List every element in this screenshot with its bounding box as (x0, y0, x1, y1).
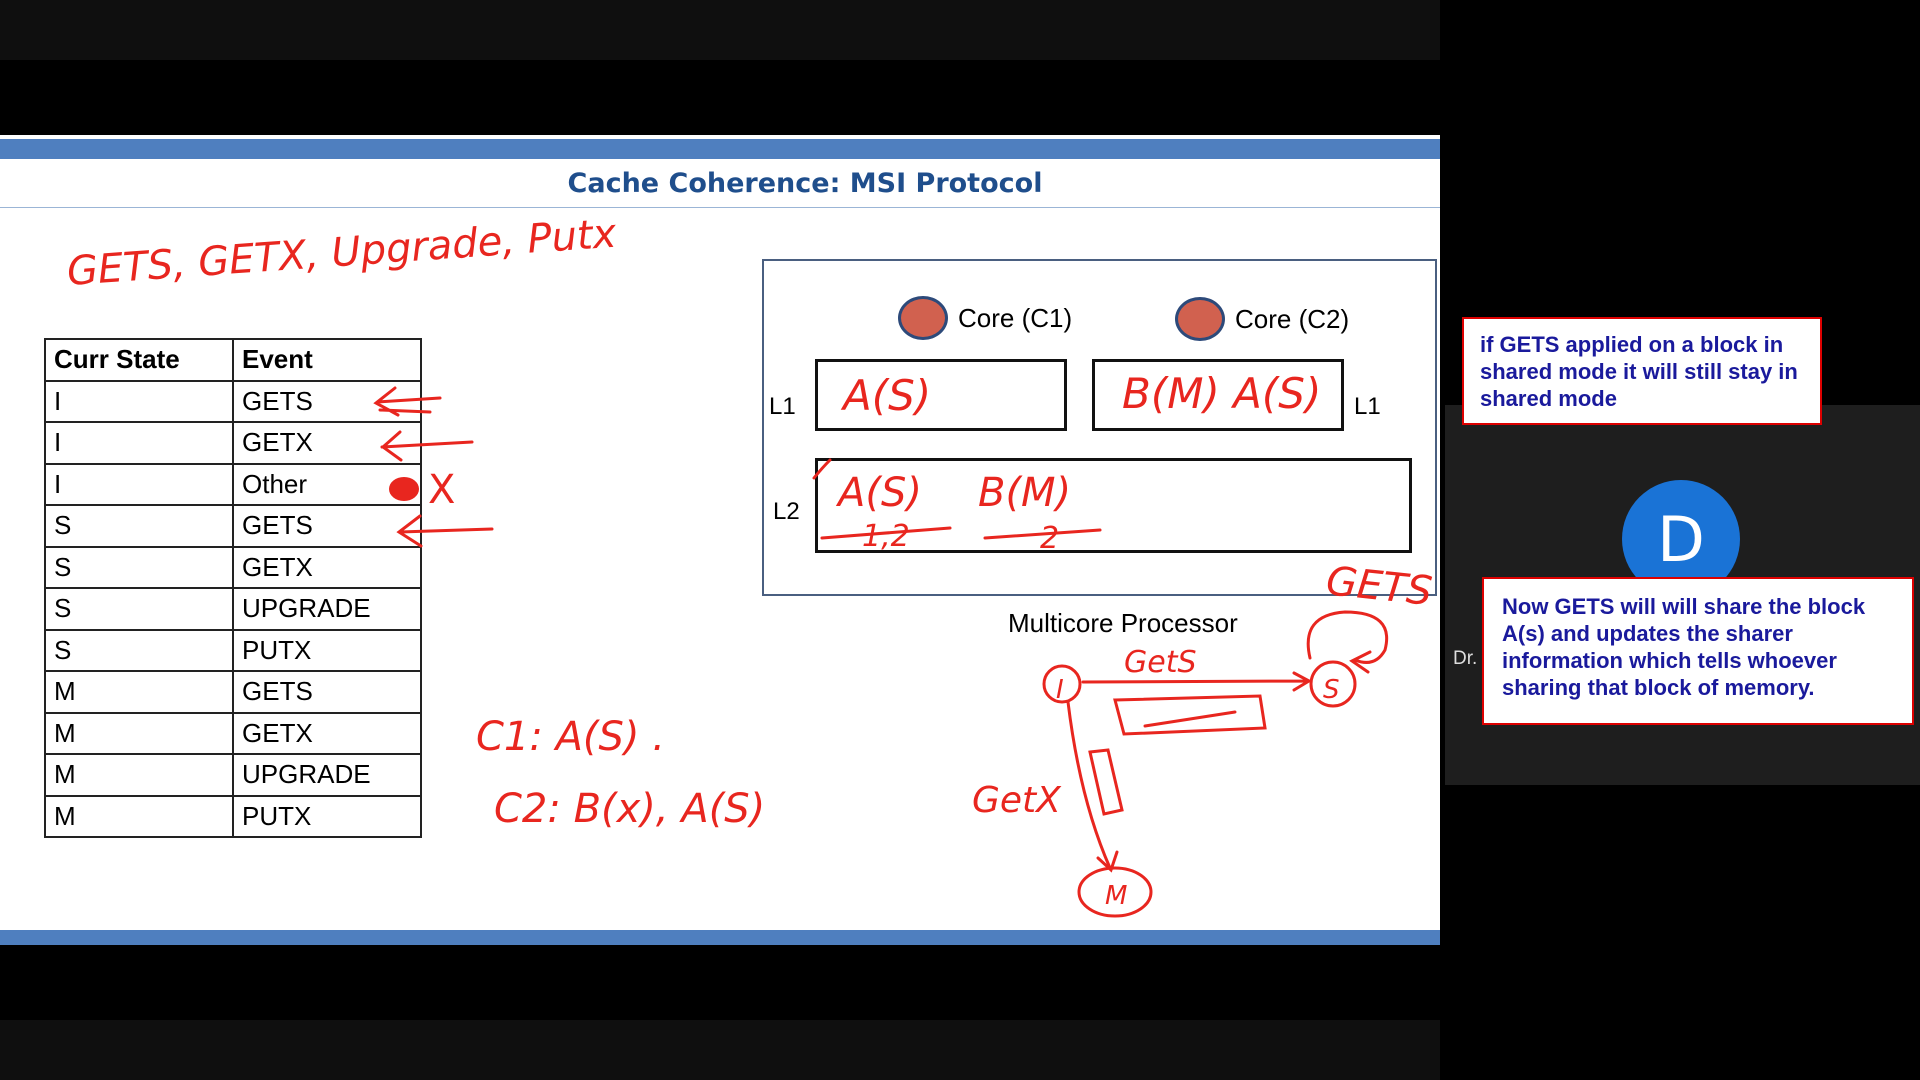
state-event-table: Curr State Event I GETS I GETX I Other S GET… (44, 338, 422, 838)
callout-shared-mode: if GETS applied on a block in shared mod… (1462, 317, 1822, 425)
table-row: I GETX (44, 421, 422, 465)
ink-c2-note: C2: B(x), A(S) (494, 786, 765, 832)
state-s-circle (1309, 660, 1357, 708)
ink-events-note: GETS, GETX, Upgrade, Putx (65, 211, 618, 295)
state-cell: I (44, 421, 234, 465)
l1-cache-c2 (1092, 359, 1344, 431)
callout-gets-sharer: Now GETS will will share the block A(s) … (1482, 577, 1914, 725)
state-cell: S (44, 545, 234, 589)
table-row: I GETS (44, 379, 422, 423)
multicore-processor-box (762, 259, 1437, 596)
ink-filled-dot (389, 477, 419, 501)
ink-underline-a (820, 526, 952, 540)
event-cell: UPGRADE (232, 753, 422, 797)
table-row: M GETS (44, 670, 422, 714)
state-cell: I (44, 462, 234, 506)
ink-l2-tick (812, 458, 832, 480)
event-cell: UPGRADE (232, 587, 422, 631)
event-cell: GETX (232, 711, 422, 755)
state-cell: I (44, 379, 234, 423)
title-divider (0, 207, 1440, 208)
event-cell: GETS (232, 670, 422, 714)
ink-getx-edge-label: GetX (972, 780, 1062, 821)
event-cell: PUTX (232, 794, 422, 838)
l2-cache (815, 458, 1412, 553)
state-cell: S (44, 587, 234, 631)
l2-label: L2 (773, 498, 800, 525)
ink-l1-c2-entries: B(M) A(S) (1122, 369, 1321, 418)
processor-caption: Multicore Processor (1008, 608, 1238, 638)
ink-l1-c1-entry: A(S) (840, 371, 931, 420)
l1-left-label: L1 (769, 393, 796, 420)
state-cell: M (44, 711, 234, 755)
column-header: Event (232, 338, 422, 382)
core-c2-label: Core (C2) (1235, 303, 1350, 334)
ink-gets-edge-arrow (1081, 671, 1313, 692)
ink-underline-b (983, 528, 1102, 540)
state-m-ellipse (1077, 866, 1153, 918)
ink-l2-b-sharers: 2 (1040, 521, 1059, 556)
core-c2-dot (1175, 297, 1225, 341)
table-row: M GETX (44, 711, 422, 755)
table-row: S PUTX (44, 628, 422, 672)
core-c1-dot (898, 296, 948, 340)
video-top-bar (0, 0, 1440, 60)
table-row: M PUTX (44, 794, 422, 838)
ink-gets-big: GETS (1324, 558, 1434, 615)
state-cell: M (44, 753, 234, 797)
ink-arrow-row1 (373, 386, 442, 417)
event-cell: GETX (232, 545, 422, 589)
table-row: S GETS (44, 504, 422, 548)
l1-cache-c1 (815, 359, 1067, 431)
table-row: M UPGRADE (44, 753, 422, 797)
column-header: Curr State (44, 338, 234, 382)
ink-gets-edge-label: GetS (1124, 645, 1197, 680)
event-cell: PUTX (232, 628, 422, 672)
ink-gets-self-loop (1306, 610, 1388, 674)
ink-l2-b-entry: B(M) (978, 470, 1071, 516)
l1-right-label: L1 (1354, 393, 1381, 420)
ink-edge-bar (1088, 748, 1124, 816)
ink-arrow-row2 (380, 430, 474, 462)
ink-l2-a-entry: A(S) (835, 470, 922, 516)
participant-name-label: Dr. (1453, 648, 1478, 669)
slide-footer-bar (0, 930, 1440, 945)
state-cell: S (44, 628, 234, 672)
ink-edge-box (1113, 694, 1267, 736)
core-c2: Core (C2) (1175, 297, 1349, 341)
event-cell: GETX (232, 421, 422, 465)
table-row: S UPGRADE (44, 587, 422, 631)
table-header-row: Curr State Event (44, 338, 422, 382)
state-cell: S (44, 504, 234, 548)
ink-getx-edge-arrow (1066, 700, 1119, 873)
slide-title: Cache Coherence: MSI Protocol (567, 168, 1043, 199)
ink-state-m: M (1105, 881, 1127, 911)
ink-state-s: S (1323, 675, 1340, 705)
ink-c1-note: C1: A(S) . (476, 714, 665, 760)
state-cell: M (44, 670, 234, 714)
ink-l2-a-sharers: 1,2 (862, 519, 910, 554)
state-i-circle (1042, 664, 1082, 704)
ink-state-i: I (1056, 675, 1064, 705)
event-cell: GETS (232, 504, 422, 548)
core-c1: Core (C1) (898, 296, 1072, 340)
slide-header-bar (0, 139, 1440, 159)
slide: Cache Coherence: MSI Protocol Curr State… (0, 135, 1440, 945)
core-c1-label: Core (C1) (958, 302, 1073, 333)
table-row: S GETX (44, 545, 422, 589)
ink-arrow-row4 (396, 514, 494, 548)
ink-other-mark: X (428, 467, 455, 513)
state-cell: M (44, 794, 234, 838)
video-bottom-bar (0, 1020, 1440, 1080)
